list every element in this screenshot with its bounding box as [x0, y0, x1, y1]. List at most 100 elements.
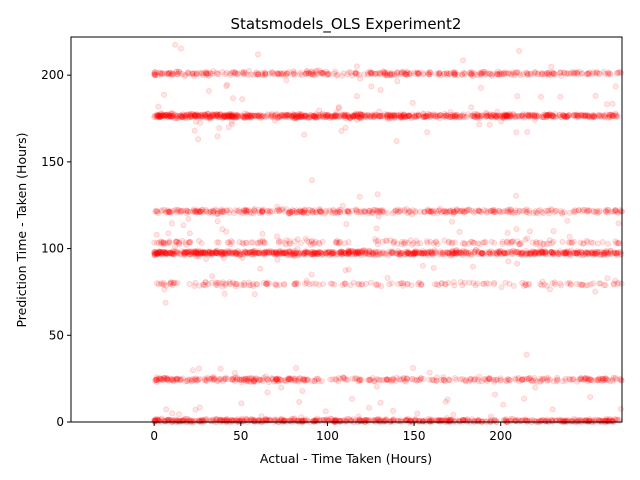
scatter-point — [609, 111, 616, 118]
scatter-point — [203, 255, 210, 262]
x-tick-label: 150 — [403, 429, 426, 443]
scatter-point — [532, 384, 539, 391]
scatter-point — [540, 240, 547, 247]
scatter-point — [478, 378, 485, 385]
scatter-point — [356, 377, 363, 384]
scatter-point — [173, 209, 180, 216]
scatter-point — [416, 418, 423, 425]
scatter-point — [527, 228, 534, 235]
scatter-point — [605, 240, 612, 247]
scatter-point — [432, 417, 439, 424]
scatter-point — [312, 111, 319, 118]
scatter-point — [444, 249, 451, 256]
scatter-point — [487, 418, 494, 425]
scatter-point — [464, 207, 471, 214]
scatter-point — [467, 249, 474, 256]
scatter-point — [240, 70, 247, 77]
scatter-point — [273, 233, 280, 240]
scatter-point — [252, 416, 259, 423]
scatter-point — [559, 238, 566, 245]
scatter-point — [567, 376, 574, 383]
scatter-point — [524, 128, 531, 135]
scatter-point — [466, 69, 473, 76]
scatter-point — [232, 248, 239, 255]
scatter-point — [229, 239, 236, 246]
scatter-point — [184, 208, 191, 215]
scatter-point — [163, 406, 170, 413]
scatter-point — [350, 279, 357, 286]
scatter-point — [246, 249, 253, 256]
scatter-point — [160, 91, 167, 98]
scatter-point — [251, 249, 258, 256]
scatter-point — [310, 418, 317, 425]
scatter-point — [418, 282, 425, 289]
scatter-point — [545, 207, 552, 214]
scatter-point — [445, 70, 452, 77]
scatter-point — [224, 81, 231, 88]
scatter-point — [161, 286, 168, 293]
scatter-point — [293, 365, 300, 372]
scatter-point — [471, 239, 478, 246]
scatter-point — [284, 70, 291, 77]
scatter-point — [386, 281, 393, 288]
scatter-point — [177, 45, 184, 52]
scatter-point — [424, 129, 431, 136]
scatter-point — [336, 239, 343, 246]
scatter-point — [426, 418, 433, 425]
scatter-point — [446, 377, 453, 384]
scatter-point — [344, 71, 351, 78]
scatter-point — [301, 377, 308, 384]
scatter-point — [335, 105, 342, 112]
scatter-point — [310, 418, 317, 425]
scatter-point — [545, 417, 552, 424]
scatter-point — [191, 127, 198, 134]
scatter-point — [153, 280, 160, 287]
scatter-point — [352, 70, 359, 77]
scatter-point — [587, 393, 594, 400]
scatter-point — [555, 251, 562, 258]
scatter-point — [313, 415, 320, 422]
scatter-point — [343, 418, 350, 425]
scatter-point — [447, 109, 454, 116]
scatter-point — [554, 374, 561, 381]
scatter-point — [500, 401, 507, 408]
scatter-point — [571, 207, 578, 214]
scatter-point — [274, 256, 281, 263]
scatter-point — [165, 418, 172, 425]
scatter-point — [384, 274, 391, 281]
scatter-point — [195, 365, 202, 372]
scatter-point — [339, 202, 346, 209]
scatter-point — [566, 209, 573, 216]
scatter-point — [433, 208, 440, 215]
scatter-point — [264, 111, 271, 118]
scatter-point — [151, 252, 158, 259]
scatter-point — [219, 69, 226, 76]
scatter-point — [547, 286, 554, 293]
scatter-point — [442, 281, 449, 288]
scatter-point — [261, 418, 268, 425]
scatter-point — [303, 277, 310, 284]
scatter-point — [198, 206, 205, 213]
scatter-point — [602, 282, 609, 289]
scatter-point — [394, 78, 401, 85]
scatter-point — [419, 262, 426, 269]
scatter-point — [382, 251, 389, 258]
scatter-point — [344, 415, 351, 422]
scatter-point — [297, 208, 304, 215]
scatter-point — [515, 374, 522, 381]
scatter-point — [491, 417, 498, 424]
scatter-point — [483, 280, 490, 287]
scatter-point — [160, 281, 167, 288]
scatter-point — [299, 416, 306, 423]
scatter-point — [208, 250, 215, 257]
scatter-point — [259, 418, 266, 425]
scatter-point — [616, 240, 623, 247]
scatter-point — [506, 280, 513, 287]
scatter-point — [247, 210, 254, 217]
scatter-point — [353, 117, 360, 124]
scatter-point — [193, 253, 200, 260]
scatter-point — [169, 410, 176, 417]
scatter-point — [331, 70, 338, 77]
y-tick-label: 50 — [49, 328, 64, 342]
scatter-point — [327, 415, 334, 422]
